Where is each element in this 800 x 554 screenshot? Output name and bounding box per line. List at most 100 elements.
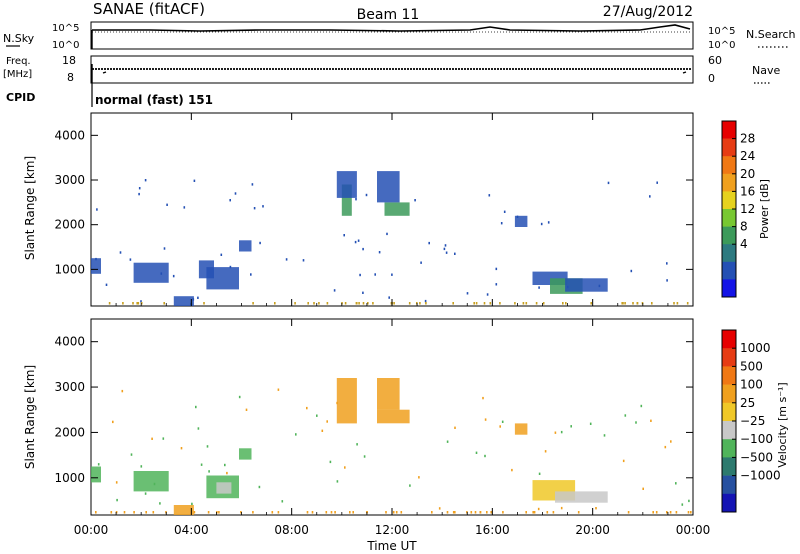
scatter-echo xyxy=(424,299,427,303)
ground-scatter-echo xyxy=(425,302,427,305)
y-tick-label-1: 2000 xyxy=(54,218,85,232)
ground-scatter-echo xyxy=(475,302,478,305)
nsearch-label: N.Search xyxy=(746,28,796,41)
scatter-echo xyxy=(253,207,256,210)
velocity-ylabel: Slant Range [km] xyxy=(23,365,37,469)
ground-scatter-echo xyxy=(311,511,314,514)
scatter-echo xyxy=(540,222,543,226)
colorbar-swatch-5 xyxy=(722,209,736,227)
ground-scatter-echo xyxy=(419,302,421,305)
ground-scatter-echo xyxy=(565,302,567,305)
colorbar-tick-label-3: 16 xyxy=(740,184,755,198)
ground-scatter-echo xyxy=(532,511,534,514)
ground-scatter-echo xyxy=(372,302,374,305)
scatter-echo xyxy=(656,181,658,184)
echo-patch-6 xyxy=(336,171,357,198)
scatter-echo xyxy=(321,429,324,432)
ground-scatter-echo xyxy=(552,511,555,514)
velocity-panel: 1000 2000 3000 4000 00:00 04:00 08:00 12:00 16:… xyxy=(23,113,710,553)
scatter-echo xyxy=(191,502,193,506)
colorbar-tick-label-3: 25 xyxy=(740,396,755,410)
scatter-echo xyxy=(570,425,572,428)
ground-scatter-echo xyxy=(690,511,692,514)
ground-scatter-echo xyxy=(446,511,449,514)
scatter-echo xyxy=(238,395,241,399)
scatter-echo xyxy=(418,476,420,479)
scatter-echo xyxy=(501,420,504,423)
scatter-echo xyxy=(96,208,98,211)
scatter-echo xyxy=(192,298,195,301)
scatter-echo xyxy=(97,463,100,466)
ground-scatter-echo xyxy=(473,302,475,305)
ground-scatter-echo xyxy=(622,302,624,305)
echo-patch-7 xyxy=(384,202,410,216)
ground-scatter-echo xyxy=(344,302,347,305)
scatter-echo xyxy=(607,181,610,185)
ground-scatter-echo xyxy=(502,511,504,514)
scatter-echo xyxy=(443,247,446,251)
scatter-echo xyxy=(220,253,223,256)
scatter-echo xyxy=(344,466,346,469)
scatter-echo xyxy=(688,499,690,503)
ground-scatter-echo xyxy=(408,302,411,305)
ground-scatter-echo xyxy=(655,511,658,514)
scatter-echo xyxy=(112,420,114,424)
scatter-echo xyxy=(445,251,448,254)
scatter-echo xyxy=(666,279,668,282)
colorbar-swatch-5 xyxy=(722,421,736,440)
scatter-echo xyxy=(144,179,147,182)
echo-patch-8 xyxy=(514,423,528,435)
scatter-echo xyxy=(153,482,156,486)
ground-scatter-echo xyxy=(252,302,254,305)
cpid-value: normal (fast) 151 xyxy=(95,93,213,107)
freq-label-line1: Freq. xyxy=(6,56,31,67)
echo-patch-5 xyxy=(336,378,357,424)
colorbar-swatch-0 xyxy=(722,330,736,349)
colorbar-swatch-6 xyxy=(722,226,736,245)
ground-scatter-echo xyxy=(562,302,564,305)
scatter-echo xyxy=(208,470,210,473)
ground-scatter-echo xyxy=(274,302,276,305)
scatter-echo xyxy=(635,421,637,424)
ground-scatter-echo xyxy=(474,511,477,514)
scatter-echo xyxy=(675,482,677,485)
scatter-echo xyxy=(138,187,141,190)
ground-scatter-echo xyxy=(525,302,528,305)
ground-scatter-echo xyxy=(108,302,111,305)
scatter-echo xyxy=(454,426,456,429)
ground-scatter-echo xyxy=(240,511,242,514)
scatter-echo xyxy=(365,193,368,197)
nsearch-tick-top: 10^5 xyxy=(708,26,735,37)
scatter-echo xyxy=(316,414,318,417)
echo-patch-4 xyxy=(173,505,194,515)
ground-scatter-echo xyxy=(133,511,135,514)
scatter-echo xyxy=(488,194,491,197)
colorbar-swatch-8 xyxy=(722,261,736,280)
colorbar-tick-label-7: −1000 xyxy=(740,469,781,483)
scatter-echo xyxy=(420,261,422,264)
ground-scatter-echo xyxy=(542,302,545,305)
nave-tick-bottom: 0 xyxy=(708,72,715,85)
scatter-echo xyxy=(446,440,449,443)
power-ylabel: Slant Range [km] xyxy=(23,156,37,260)
ground-scatter-echo xyxy=(362,302,365,305)
ground-scatter-echo xyxy=(535,302,538,305)
scatter-echo xyxy=(262,205,264,208)
velocity-heatmap xyxy=(91,378,692,515)
colorbar-tick-label-6: 4 xyxy=(740,237,748,251)
ground-scatter-echo xyxy=(385,511,387,514)
colorbar-tick-label-2: 100 xyxy=(740,378,763,392)
scatter-echo xyxy=(151,437,153,440)
scatter-echo xyxy=(163,247,166,250)
scatter-echo xyxy=(362,247,364,251)
ground-scatter-echo xyxy=(632,302,634,305)
scatter-echo xyxy=(516,215,519,218)
velocity-y-ticks: 1000 2000 3000 4000 xyxy=(54,335,693,485)
scatter-echo xyxy=(200,463,203,466)
scatter-echo xyxy=(388,296,390,299)
scatter-echo xyxy=(224,463,226,467)
scatter-echo xyxy=(116,498,118,502)
scatter-echo xyxy=(538,286,540,289)
colorbar-swatch-2 xyxy=(722,366,736,385)
ground-scatter-echo xyxy=(652,511,654,514)
